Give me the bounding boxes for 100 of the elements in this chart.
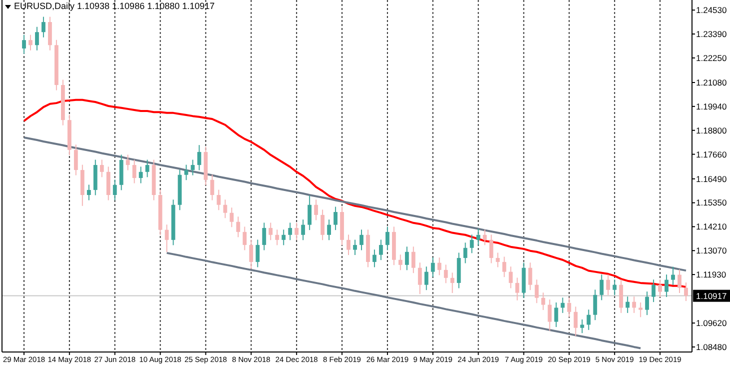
- y-tick-label: 1.19940: [696, 101, 727, 112]
- candlestick: [320, 209, 324, 241]
- y-tick-label: 1.24530: [696, 5, 727, 16]
- chart-title: EURUSD,Daily 1.10938 1.10986 1.10880 1.10917: [14, 1, 215, 11]
- y-tick-label: 1.17660: [696, 149, 727, 160]
- y-tick-label: 1.13070: [696, 246, 727, 256]
- candlestick: [308, 194, 312, 231]
- y-tick-label: 1.08480: [696, 342, 727, 352]
- candlestick: [574, 306, 578, 337]
- candlestick: [126, 154, 130, 171]
- candlestick: [346, 234, 350, 256]
- candlestick: [249, 239, 254, 270]
- candlestick: [418, 262, 422, 295]
- candlestick: [482, 229, 487, 246]
- candlestick: [145, 159, 150, 178]
- candlestick: [638, 302, 643, 318]
- candlestick: [327, 219, 331, 241]
- candlestick: [496, 252, 500, 268]
- candlestick: [430, 257, 435, 278]
- candlestick: [593, 289, 598, 321]
- y-tick-label: 1.18800: [696, 125, 727, 136]
- candlestick: [671, 266, 675, 286]
- candlestick: [86, 184, 91, 201]
- candlestick: [450, 272, 454, 294]
- y-tick-label: 1.15350: [696, 198, 727, 208]
- candlestick: [74, 144, 78, 176]
- candlestick: [22, 34, 26, 54]
- candlestick: [216, 189, 221, 211]
- ref-line-label: 1.10917: [696, 290, 727, 301]
- candlestick: [106, 166, 110, 201]
- candlestick: [619, 279, 624, 314]
- candlestick: [586, 309, 591, 330]
- candlestick: [444, 264, 448, 284]
- y-tick-label: 1.22250: [696, 52, 727, 63]
- candlestick: [600, 274, 604, 301]
- candlestick: [353, 239, 357, 256]
- candlestick: [256, 239, 260, 268]
- candlestick: [411, 246, 416, 274]
- candlestick: [42, 16, 46, 38]
- candlestick: [262, 222, 266, 251]
- candlestick: [476, 228, 480, 246]
- candlestick: [489, 234, 494, 264]
- candlestick: [197, 144, 202, 171]
- candlestick: [301, 219, 306, 241]
- candlestick: [534, 279, 539, 304]
- y-tick-label: 1.09620: [696, 318, 727, 328]
- candlestick: [360, 229, 364, 251]
- candlestick: [424, 266, 428, 291]
- candlestick: [288, 222, 292, 241]
- candlestick: [612, 279, 617, 296]
- candlestick: [294, 222, 299, 241]
- candlestick: [138, 166, 143, 184]
- y-tick-label: 1.16490: [696, 174, 727, 184]
- candlestick: [541, 292, 546, 311]
- candlestick: [678, 269, 682, 294]
- candlestick: [463, 242, 468, 264]
- candlestick: [398, 254, 402, 271]
- candlestick: [372, 249, 376, 268]
- candlestick: [282, 229, 286, 246]
- candlestick: [652, 279, 656, 303]
- candlestick: [664, 274, 668, 298]
- candlestick: [48, 16, 52, 51]
- candlestick: [242, 226, 247, 251]
- candlestick: [580, 318, 584, 334]
- candlestick: [100, 159, 104, 178]
- candlestick: [606, 274, 610, 296]
- y-tick-label: 1.23390: [696, 28, 727, 39]
- candlestick: [684, 282, 688, 302]
- candlestick: [334, 206, 338, 231]
- candlestick: [190, 159, 195, 176]
- candlestick: [236, 216, 240, 238]
- candlestick: [502, 256, 506, 278]
- candlestick: [404, 246, 409, 271]
- candlestick: [132, 159, 136, 184]
- candlestick: [560, 297, 565, 314]
- candlestick: [386, 226, 390, 251]
- candlestick: [554, 302, 558, 328]
- candlestick: [658, 279, 662, 298]
- candlestick: [379, 239, 383, 261]
- candlestick: [548, 299, 552, 332]
- candlestick: [437, 257, 442, 276]
- candlestick: [470, 234, 474, 254]
- candlestick: [184, 164, 188, 181]
- candlestick: [567, 297, 572, 318]
- candlestick: [645, 291, 650, 316]
- candlestick: [632, 296, 636, 314]
- y-tick-label: 1.11930: [696, 270, 726, 280]
- candlestick: [275, 229, 280, 246]
- candlestick: [314, 199, 318, 221]
- line-series: [23, 136, 687, 272]
- y-tick-label: 1.14210: [696, 222, 727, 232]
- candlestick: [223, 199, 228, 219]
- candlestick: [35, 26, 39, 51]
- candlestick: [515, 277, 520, 301]
- candlestick: [528, 262, 532, 291]
- line-series: [166, 252, 642, 350]
- candlestick: [28, 34, 32, 51]
- candlestick: [268, 222, 273, 241]
- candlestick: [230, 207, 234, 228]
- y-tick-label: 1.21080: [696, 77, 727, 88]
